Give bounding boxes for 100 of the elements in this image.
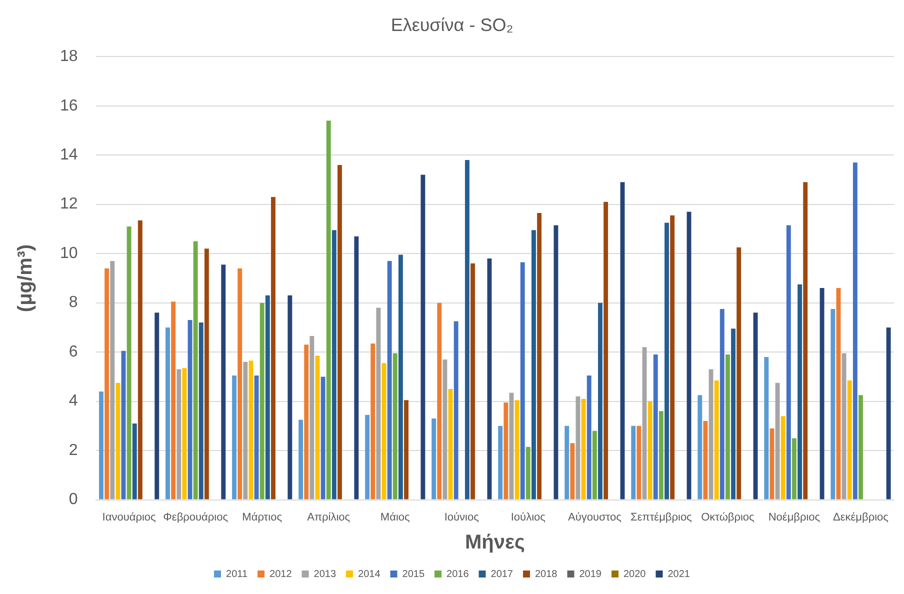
bar: [714, 380, 719, 500]
x-axis-title: Μήνες: [464, 532, 525, 554]
legend-label: 2015: [402, 568, 425, 580]
x-tick-label: Δεκέμβριος: [833, 511, 888, 524]
bar: [703, 421, 708, 500]
y-tick-label: 6: [68, 343, 78, 360]
bar: [288, 295, 292, 500]
bar: [365, 414, 370, 500]
bar: [354, 236, 359, 500]
bar: [775, 382, 780, 500]
bar: [786, 225, 791, 500]
bar: [570, 443, 575, 500]
bar: [852, 162, 858, 500]
x-tick-label: Οκτώβριος: [701, 511, 754, 524]
bar: [116, 382, 120, 500]
bar: [576, 396, 580, 500]
bar: [847, 380, 852, 500]
bar: [382, 363, 386, 500]
bar: [437, 302, 442, 500]
bar: [731, 328, 736, 500]
bar: [670, 215, 675, 500]
bar: [554, 225, 558, 500]
bar: [598, 302, 602, 500]
bar: [720, 308, 724, 500]
bar: [248, 360, 254, 500]
x-tick-label: Σεπτέμβριος: [630, 511, 692, 524]
bar: [121, 350, 126, 500]
bar: [858, 395, 863, 500]
bar: [780, 416, 786, 500]
bar: [736, 247, 742, 500]
bar: [830, 308, 836, 500]
bar: [376, 308, 381, 500]
bar: [504, 402, 508, 500]
bar: [886, 327, 891, 500]
bar: [432, 418, 436, 500]
bar: [725, 354, 730, 500]
y-tick-label: 10: [60, 244, 78, 262]
bar: [820, 288, 824, 500]
y-tick-label: 12: [60, 196, 78, 213]
bar: [132, 423, 137, 500]
bar: [104, 268, 110, 500]
legend-label: 2014: [358, 568, 381, 580]
legend-label: 2012: [270, 568, 292, 580]
bar: [398, 254, 403, 500]
bar: [842, 353, 846, 500]
bar: [166, 327, 170, 500]
bar: [537, 212, 542, 500]
x-tick-label: Αύγουστος: [568, 511, 622, 524]
legend-label: 2021: [668, 568, 690, 580]
y-tick-label: 8: [68, 294, 78, 312]
y-tick-label: 0: [68, 491, 78, 508]
bar: [320, 376, 326, 500]
bar: [265, 295, 270, 500]
bar: [464, 160, 470, 500]
y-tick-label: 16: [60, 97, 78, 114]
bar: [636, 426, 642, 500]
legend-label: 2018: [535, 568, 558, 580]
bar: [270, 196, 276, 500]
bar: [514, 400, 520, 500]
bar: [470, 263, 475, 500]
bar: [243, 362, 248, 500]
bar: [620, 182, 625, 500]
bar: [171, 302, 176, 500]
legend-label: 2016: [446, 568, 470, 580]
bar: [188, 320, 192, 500]
y-axis-title: (μg/m³): [14, 244, 37, 312]
bar: [803, 182, 808, 500]
bar: [648, 401, 652, 500]
bar: [581, 398, 586, 500]
bar: [642, 347, 647, 500]
bar: [238, 268, 242, 500]
bar: [298, 420, 304, 500]
bar: [454, 321, 458, 500]
x-tick-label: Φεβρουάριος: [163, 511, 228, 524]
bar: [836, 288, 841, 500]
bar: [498, 426, 503, 500]
bar: [708, 369, 714, 500]
bar: [604, 202, 608, 500]
bar: [653, 354, 658, 500]
bar: [770, 428, 774, 500]
bar: [448, 389, 453, 500]
bar: [764, 356, 769, 500]
bar: [154, 312, 160, 500]
bar: [326, 120, 331, 500]
bar: [526, 446, 530, 500]
bar: [254, 375, 259, 500]
bar: [686, 212, 692, 500]
bar: [658, 411, 664, 500]
bar: [260, 302, 264, 500]
x-tick-label: Απρίλιος: [307, 511, 350, 524]
bar: [110, 260, 115, 500]
legend-label: 2019: [579, 568, 602, 580]
bar: [753, 312, 758, 500]
bar: [332, 230, 336, 500]
bar: [592, 430, 597, 500]
legend-label: 2013: [314, 568, 336, 580]
bar: [420, 174, 426, 500]
bar: [232, 375, 236, 500]
bar: [564, 426, 570, 500]
bar: [338, 164, 342, 500]
